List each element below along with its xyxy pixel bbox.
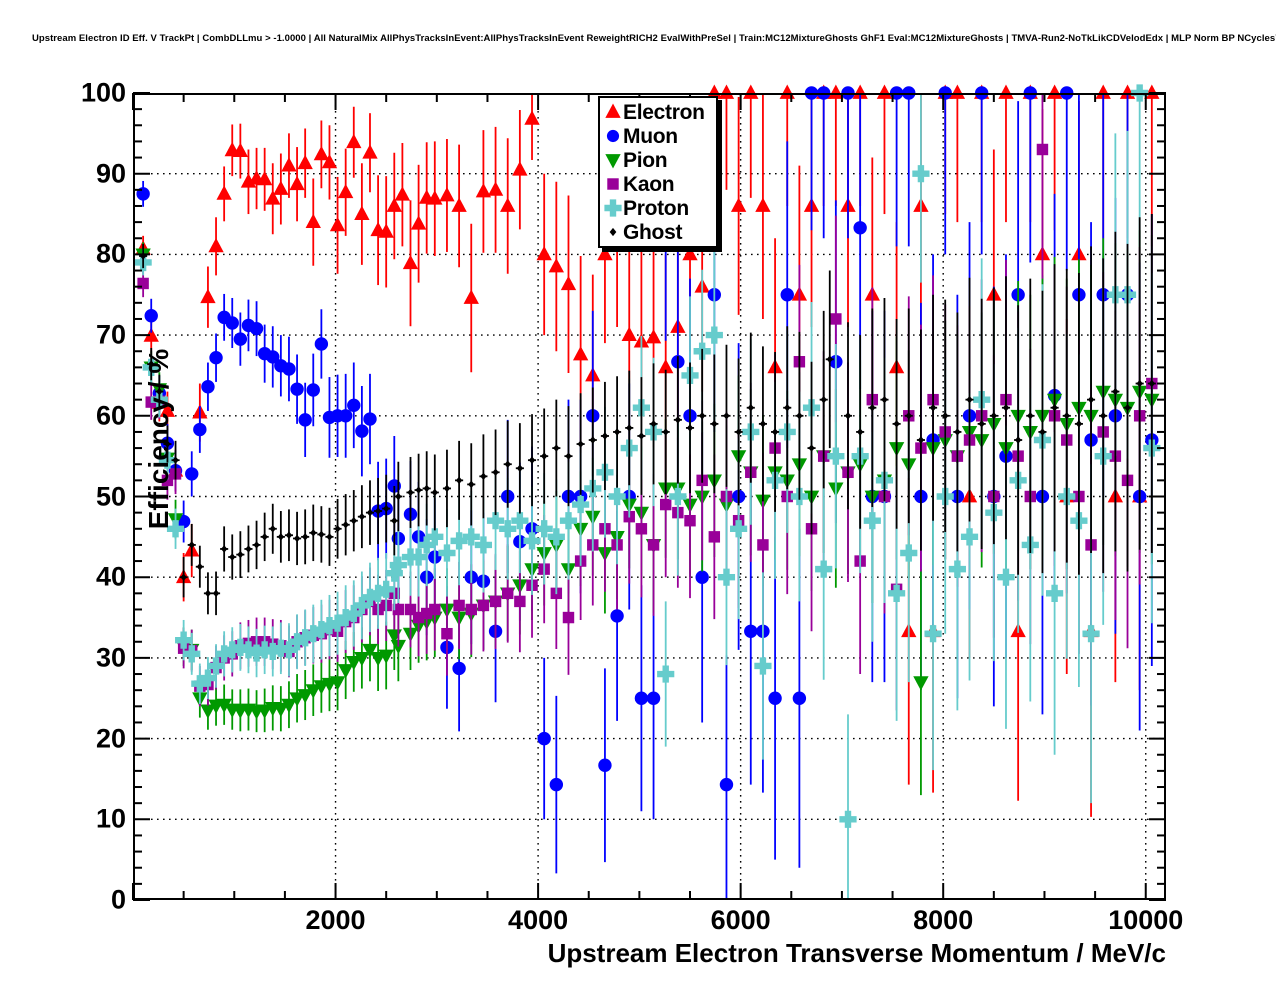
legend-label: Electron	[623, 100, 705, 124]
diamond-small-icon	[603, 222, 623, 242]
legend-item-pion[interactable]: Pion	[603, 148, 716, 172]
y-axis-label: Efficiency / %	[143, 348, 174, 530]
legend-label: Kaon	[623, 172, 675, 196]
y-tick-label: 60	[95, 400, 126, 431]
circle-icon	[603, 126, 623, 146]
legend-item-muon[interactable]: Muon	[603, 124, 716, 148]
axis-ticks-layer	[132, 92, 1166, 901]
triangle-up-icon	[603, 102, 623, 122]
y-tick-label: 70	[95, 319, 126, 350]
legend-label: Ghost	[623, 220, 683, 244]
legend-box: Electron Muon Pion Kaon Proton Ghost	[598, 96, 718, 248]
legend-item-electron[interactable]: Electron	[603, 100, 716, 124]
y-tick-label: 90	[95, 158, 126, 189]
x-tick-label: 8000	[913, 905, 974, 935]
x-axis-label: Upstream Electron Transverse Momentum / …	[547, 938, 1166, 968]
legend-item-kaon[interactable]: Kaon	[603, 172, 716, 196]
y-tick-label: 50	[95, 481, 126, 511]
y-tick-label: 100	[80, 77, 126, 108]
legend-label: Muon	[623, 124, 678, 148]
x-tick-label: 6000	[710, 905, 771, 935]
legend-label: Pion	[623, 148, 668, 172]
legend-item-ghost[interactable]: Ghost	[603, 220, 716, 244]
x-tick-label: 10000	[1108, 905, 1184, 935]
plot-area: 0 10 20 30 40 50 60 70 80 90 100 2000 4000 6000 8000 10…	[81, 78, 1183, 969]
y-tick-label: 0	[110, 884, 126, 915]
legend-item-proton[interactable]: Proton	[603, 196, 716, 220]
y-tick-label: 40	[95, 561, 126, 592]
y-tick-label: 80	[95, 238, 126, 269]
y-tick-label: 30	[95, 642, 126, 673]
x-tick-label: 4000	[508, 905, 569, 935]
square-icon	[603, 174, 623, 194]
legend-label: Proton	[623, 196, 689, 220]
cross-icon	[603, 198, 623, 218]
y-tick-label: 20	[95, 723, 126, 754]
x-tick-label: 2000	[305, 905, 366, 935]
series-ghost	[139, 214, 1156, 616]
data-series-layer	[134, 84, 1161, 900]
y-tick-label: 10	[95, 803, 126, 834]
plot-title: Upstream Electron ID Eff. V TrackPt | Co…	[32, 33, 1276, 44]
triangle-down-icon	[603, 150, 623, 170]
